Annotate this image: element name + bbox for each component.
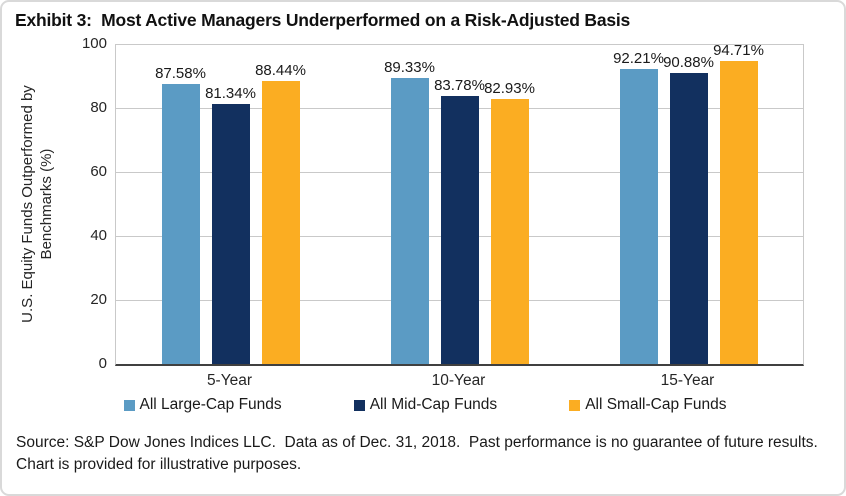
legend-marker-icon bbox=[353, 399, 365, 411]
bar-label: 89.33% bbox=[384, 59, 435, 77]
y-tick-label: 60 bbox=[90, 163, 107, 180]
bar-label: 83.78% bbox=[434, 76, 485, 94]
legend-label: All Small-Cap Funds bbox=[585, 396, 727, 413]
legend-marker-icon bbox=[569, 399, 581, 411]
plot-area: 87.58% 89.33% 92.21% 81.34% 83.78% 90.88% 88.4… bbox=[115, 41, 804, 366]
bar-label: 88.44% bbox=[255, 62, 306, 79]
bar bbox=[161, 83, 200, 364]
bar bbox=[390, 78, 429, 364]
bar-label: 81.34% bbox=[205, 84, 256, 102]
legend: All Large-Cap Funds All Mid-Cap Funds All … bbox=[2, 396, 844, 414]
x-tick-label: 15-Year bbox=[660, 372, 715, 389]
legend-marker-icon bbox=[123, 399, 135, 411]
bar bbox=[211, 103, 250, 364]
bar-label: 94.71% bbox=[713, 41, 764, 59]
y-tick-label: 40 bbox=[90, 227, 107, 244]
x-axis-labels: 5-Year 10-Year 15-Year bbox=[115, 372, 802, 390]
bar bbox=[619, 68, 658, 364]
bar-label: 87.58% bbox=[155, 64, 206, 82]
legend-label: All Large-Cap Funds bbox=[139, 396, 282, 413]
legend-item: All Small-Cap Funds bbox=[569, 396, 726, 414]
bar bbox=[719, 60, 758, 364]
legend-item: All Large-Cap Funds bbox=[123, 396, 282, 414]
y-tick-label: 0 bbox=[98, 355, 107, 372]
bar bbox=[669, 73, 708, 364]
x-tick-label: 5-Year bbox=[206, 372, 253, 389]
chart-title: Exhibit 3: Most Active Managers Underper… bbox=[15, 10, 631, 30]
y-tick-label: 100 bbox=[81, 35, 107, 52]
bar bbox=[440, 95, 479, 364]
y-tick-label: 80 bbox=[90, 99, 107, 116]
source-note: Source: S&P Dow Jones Indices LLC. Data … bbox=[16, 434, 827, 473]
y-tick-label: 20 bbox=[90, 291, 107, 308]
legend-item: All Mid-Cap Funds bbox=[353, 396, 498, 414]
legend-label: All Mid-Cap Funds bbox=[369, 396, 498, 413]
bar bbox=[261, 81, 300, 364]
gridline bbox=[116, 44, 803, 45]
bar-label: 92.21% bbox=[613, 49, 664, 67]
bar-label: 90.88% bbox=[663, 54, 714, 72]
bar bbox=[490, 98, 529, 364]
bar-label: 82.93% bbox=[484, 79, 535, 97]
x-tick-label: 10-Year bbox=[431, 372, 486, 389]
